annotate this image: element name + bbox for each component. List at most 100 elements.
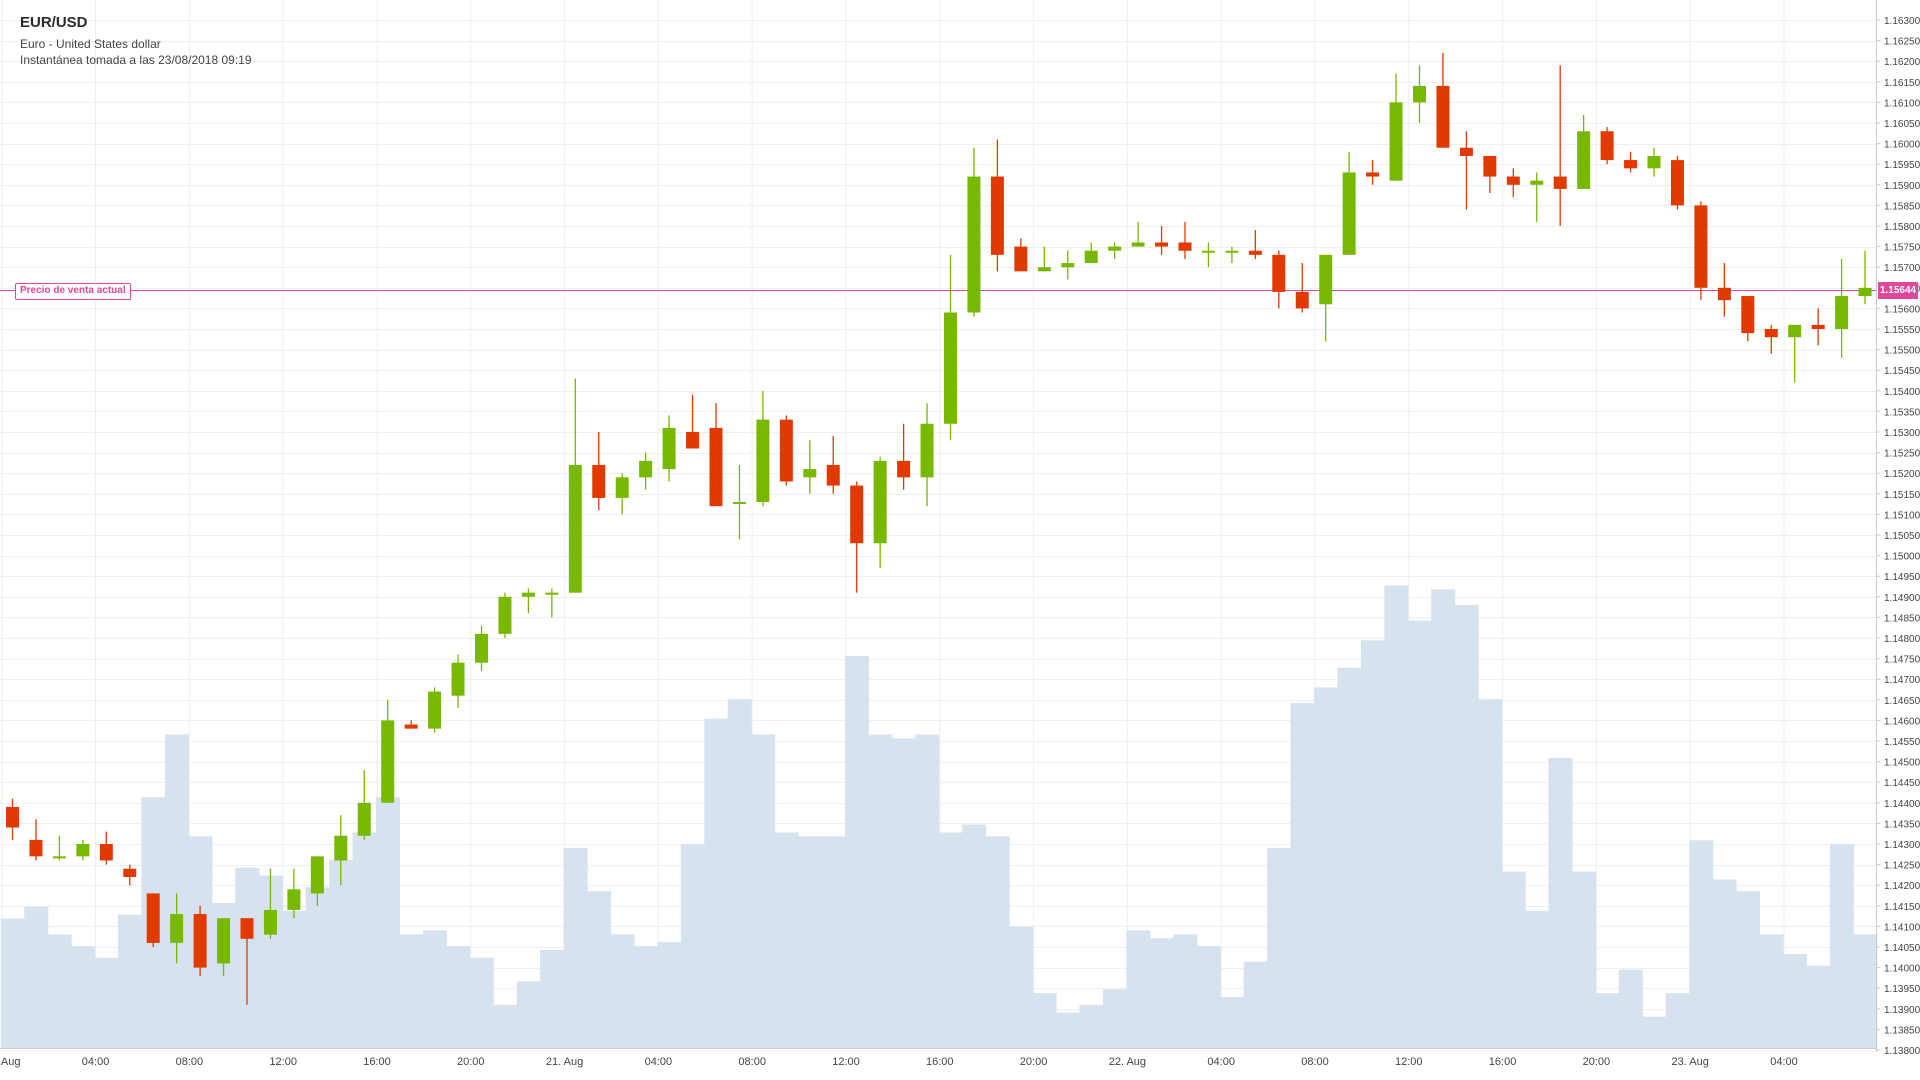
candle-body [1108, 246, 1122, 251]
volume-bar [1712, 879, 1737, 1048]
volume-bar [915, 734, 940, 1048]
volume-bar [1478, 699, 1503, 1048]
volume-bar [94, 957, 119, 1048]
x-tick-label: 04:00 [82, 1056, 110, 1068]
x-tick-label: 20:00 [1583, 1056, 1611, 1068]
candle-body [1061, 263, 1075, 268]
volume-bar [47, 934, 72, 1048]
current-price-tag: 1.15644 [1878, 282, 1918, 299]
candle-body [686, 432, 700, 449]
volume-bar [1290, 703, 1315, 1048]
y-tick-label: 1.14550 [1884, 737, 1920, 748]
y-tick-label: 1.16150 [1884, 78, 1920, 89]
volume-bar [938, 832, 963, 1048]
candle-body [756, 419, 770, 503]
y-tick-label: 1.14350 [1884, 819, 1920, 830]
y-tick-label: 1.14250 [1884, 861, 1920, 872]
candle-body [1624, 160, 1638, 169]
x-tick-label: 20:00 [1020, 1056, 1048, 1068]
candle-body [615, 477, 629, 498]
y-tick-label: 1.15050 [1884, 531, 1920, 542]
x-tick-label: 08:00 [1301, 1056, 1329, 1068]
volume-bar [1220, 997, 1245, 1048]
volume-bar [1829, 844, 1854, 1048]
candle-body [1413, 85, 1426, 103]
y-tick-label: 1.14050 [1884, 943, 1920, 954]
candle-body [334, 835, 348, 861]
candle-body [873, 460, 887, 544]
candle-body [99, 844, 113, 861]
candle-body [897, 460, 911, 478]
y-tick-label: 1.13900 [1884, 1005, 1920, 1016]
y-tick-label: 1.15350 [1884, 407, 1920, 418]
candle-body [662, 427, 676, 470]
volume-bar [633, 946, 658, 1048]
candle-body [1788, 324, 1802, 338]
volume-bar [1525, 910, 1550, 1048]
y-tick-label: 1.15850 [1884, 201, 1920, 212]
volume-bar [1056, 1012, 1081, 1048]
y-tick-label: 1.15500 [1884, 346, 1920, 357]
volume-bar [680, 844, 705, 1048]
volume-bar [1759, 934, 1784, 1048]
x-tick-label: 22. Aug [1109, 1056, 1146, 1068]
candle-body [1272, 254, 1286, 292]
candle-body [1741, 296, 1755, 334]
candle-body [1764, 329, 1778, 338]
candle-body [1553, 176, 1567, 189]
candle-body [310, 856, 324, 894]
x-tick-label: 20:00 [457, 1056, 485, 1068]
candle-body [592, 464, 606, 498]
candle-body [1342, 172, 1356, 255]
volume-bar [1243, 961, 1268, 1048]
y-tick-label: 1.15950 [1884, 160, 1920, 171]
candle-body [76, 844, 90, 857]
y-tick-label: 1.15800 [1884, 222, 1920, 233]
volume-bar [1032, 993, 1057, 1048]
candle-body [1483, 155, 1497, 177]
candle-body [1835, 296, 1849, 329]
x-tick-label: 04:00 [1770, 1056, 1798, 1068]
x-tick-label: 16:00 [926, 1056, 954, 1068]
y-tick-label: 1.14000 [1884, 964, 1920, 975]
y-tick-label: 1.15700 [1884, 263, 1920, 274]
y-tick-label: 1.14850 [1884, 613, 1920, 624]
candle-body [826, 464, 840, 486]
y-tick-label: 1.13950 [1884, 984, 1920, 995]
symbol-title: EUR/USD [20, 14, 88, 31]
y-tick-label: 1.15400 [1884, 387, 1920, 398]
volume-bar [962, 824, 987, 1048]
candle-body [990, 176, 1004, 255]
candle-body [1530, 180, 1544, 185]
y-tick-label: 1.14600 [1884, 716, 1920, 727]
volume-bar [352, 832, 377, 1048]
candle-body [217, 918, 231, 964]
volume-bar [1665, 993, 1690, 1048]
candle-body [146, 893, 160, 943]
volume-bar [1196, 946, 1221, 1048]
volume-bar [727, 699, 752, 1048]
y-tick-label: 1.15000 [1884, 552, 1920, 563]
y-tick-label: 1.15900 [1884, 181, 1920, 192]
volume-bar [399, 934, 424, 1048]
candle-body [803, 469, 817, 478]
x-tick-label: 08:00 [738, 1056, 766, 1068]
x-tick-label: 23. Aug [1672, 1056, 1709, 1068]
instrument-description: Euro - United States dollar [20, 37, 161, 51]
volume-bar [1501, 871, 1526, 1048]
candle-body [123, 868, 137, 877]
volume-bar [985, 836, 1010, 1048]
volume-bar [1853, 934, 1878, 1048]
y-tick-label: 1.14450 [1884, 778, 1920, 789]
candle-body [967, 176, 981, 313]
candle-body [850, 485, 864, 544]
candle-body [381, 720, 395, 803]
volume-bar [1571, 871, 1596, 1048]
volume-bar [1736, 891, 1761, 1048]
candle-body [475, 633, 488, 663]
candle-body [1178, 242, 1192, 251]
current-price-label: Precio de venta actual [15, 283, 131, 300]
x-tick-label: 08:00 [176, 1056, 204, 1068]
